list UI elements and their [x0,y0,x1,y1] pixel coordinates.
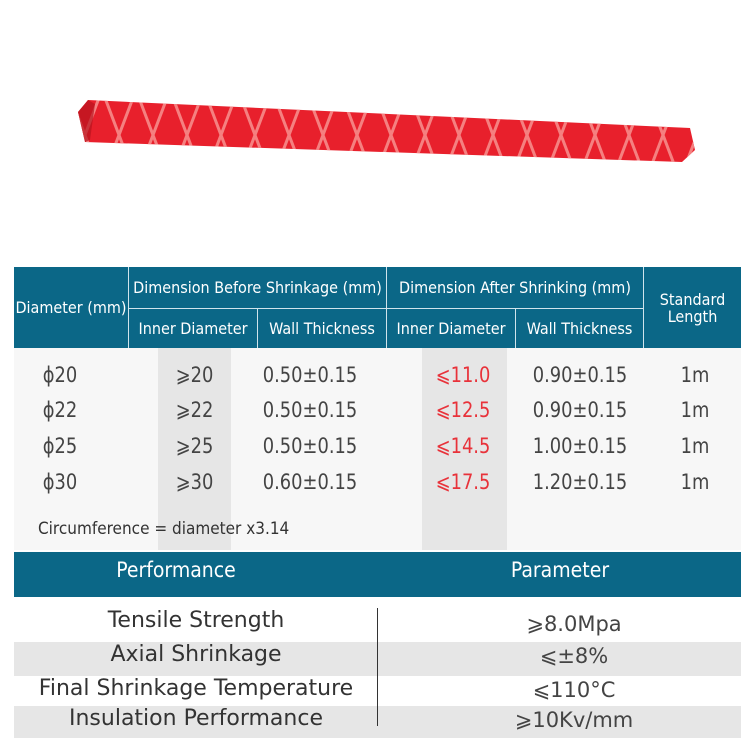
cell-before-inner: ⩾20 [175,363,214,387]
cell-after-wall: 0.90±0.15 [532,363,628,387]
header-before: Dimension Before Shrinkage (mm) [128,267,386,308]
header-after: Dimension After Shrinking (mm) [386,267,643,308]
performance-value: ⩽110°C [532,678,616,702]
cell-after-wall: 1.20±0.15 [532,470,628,494]
cell-diameter: ϕ20 [42,363,78,387]
cell-after-inner: ⩽12.5 [435,398,491,422]
cell-length: 1m [680,470,710,494]
performance-name: Tensile Strength [107,608,285,633]
cell-after-wall: 1.00±0.15 [532,434,628,458]
header-before-wall: Wall Thickness [257,308,386,348]
performance-value: ⩽±8% [539,644,609,668]
cell-after-inner: ⩽17.5 [435,470,491,494]
performance-value: ⩾8.0Mpa [526,612,622,636]
header-length: Standard Length [643,267,741,348]
header-parameter: Parameter [510,558,610,582]
cell-length: 1m [680,434,710,458]
product-image [78,100,695,162]
performance-name: Axial Shrinkage [110,642,282,667]
cell-after-inner: ⩽14.5 [435,434,491,458]
cell-diameter: ϕ22 [42,398,78,422]
cell-before-wall: 0.60±0.15 [262,470,358,494]
cell-diameter: ϕ25 [42,434,78,458]
cell-before-wall: 0.50±0.15 [262,363,358,387]
cell-before-wall: 0.50±0.15 [262,434,358,458]
header-after-wall: Wall Thickness [515,308,643,348]
cell-diameter: ϕ30 [42,470,78,494]
cell-length: 1m [680,398,710,422]
cell-after-inner: ⩽11.0 [435,363,491,387]
header-diameter: Diameter (mm) [15,298,127,317]
cell-before-inner: ⩾30 [175,470,214,494]
header-after-inner: Inner Diameter [386,308,515,348]
performance-name: Final Shrinkage Temperature [38,676,354,701]
cell-before-wall: 0.50±0.15 [262,398,358,422]
performance-row: Final Shrinkage Temperature ⩽110°C [14,676,741,706]
circumference-note: Circumference = diameter x3.14 [38,519,290,539]
cell-length: 1m [680,363,710,387]
cell-after-wall: 0.90±0.15 [532,398,628,422]
performance-value: ⩾10Kv/mm [514,708,634,732]
cell-before-inner: ⩾25 [175,434,214,458]
performance-name: Insulation Performance [69,706,323,731]
performance-row: Insulation Performance ⩾10Kv/mm [14,706,741,738]
header-before-inner: Inner Diameter [128,308,257,348]
column-divider [377,608,378,726]
cell-before-inner: ⩾22 [175,398,214,422]
header-performance: Performance [116,558,236,582]
